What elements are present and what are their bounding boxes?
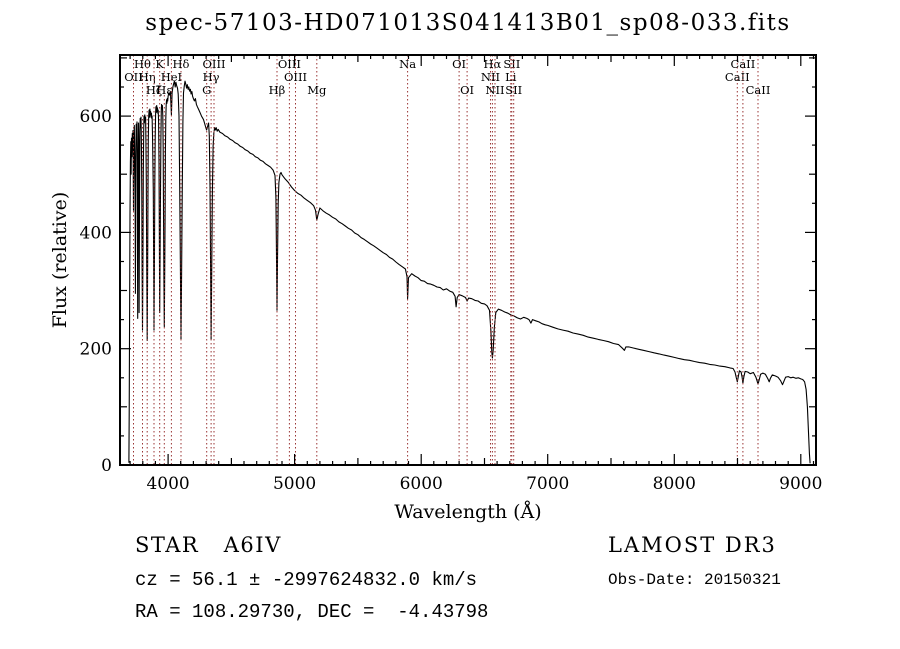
plot-title: spec-57103-HD071013S041413B01_sp08-033.f…: [145, 10, 791, 36]
spectral-marker-label: Hζ: [146, 83, 162, 97]
spectral-marker-label: NII: [481, 70, 500, 84]
y-tick-label: 400: [80, 223, 112, 243]
spectral-marker-label: OIII: [202, 57, 225, 71]
spectral-marker-label: CaII: [746, 83, 771, 97]
x-tick-label: 7000: [526, 474, 569, 494]
spectral-marker-label: Mg: [307, 83, 327, 97]
spectral-marker-label: Na: [399, 57, 416, 71]
spectral-marker-label: Hα: [484, 57, 502, 71]
spectral-marker-label: CaII: [725, 70, 750, 84]
spectral-marker-label: SII: [503, 57, 520, 71]
spectral-marker-label: Hε: [156, 83, 172, 97]
spectral-marker-label: CaII: [731, 57, 756, 71]
spectral-marker-label: OII: [124, 70, 143, 84]
y-tick-label: 0: [101, 456, 112, 476]
x-axis-title: Wavelength (Å): [394, 501, 541, 523]
spectral-marker-label: Hγ: [203, 70, 220, 84]
obs-date: Obs-Date: 20150321: [608, 571, 781, 589]
plot-frame: [119, 54, 817, 466]
survey-label: LAMOST DR3: [608, 533, 777, 557]
spectral-marker-label: OI: [452, 57, 466, 71]
cz-value: cz = 56.1 ± -2997624832.0 km/s: [135, 569, 478, 591]
x-tick-label: 8000: [653, 474, 696, 494]
spectral-marker-label: OIII: [278, 57, 301, 71]
x-tick-label: 6000: [400, 474, 443, 494]
y-axis-title: Flux (relative): [49, 192, 71, 329]
y-tick-label: 600: [80, 107, 112, 127]
spectral-marker-label: Hθ: [134, 57, 151, 71]
spectral-marker-label: Li: [505, 70, 517, 84]
spectral-marker-label: HeI: [161, 70, 182, 84]
spectral-marker-label: G: [202, 83, 211, 97]
y-tick-label: 200: [80, 340, 112, 360]
x-tick-label: 4000: [146, 474, 189, 494]
spectrum-line: [128, 80, 811, 464]
x-tick-label: 9000: [779, 474, 822, 494]
spectral-marker-label: Hη: [139, 70, 156, 84]
spectral-marker-label: Hδ: [173, 57, 190, 71]
spectral-marker-label: Hβ: [269, 83, 286, 97]
spectral-marker-label: NII: [485, 83, 504, 97]
spectral-marker-label: OI: [460, 83, 474, 97]
spectral-marker-label: OIII: [284, 70, 307, 84]
spectral-marker-label: K: [155, 57, 164, 71]
x-tick-label: 5000: [273, 474, 316, 494]
spectral-marker-label: SII: [505, 83, 522, 97]
object-class-label: STAR A6IV: [135, 533, 282, 557]
ra-dec-value: RA = 108.29730, DEC = -4.43798: [135, 601, 489, 623]
